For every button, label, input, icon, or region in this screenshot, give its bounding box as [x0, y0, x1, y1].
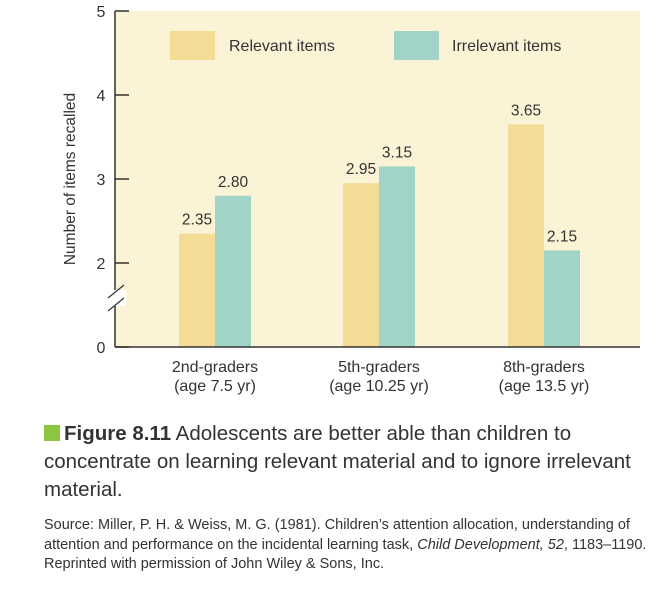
x-tick-label: 8th-graders	[503, 359, 585, 376]
x-tick-label: (age 10.25 yr)	[329, 378, 429, 395]
caption-square-icon	[44, 425, 60, 441]
bars-group: 2.35 2.95 3.65 2.80 3.15 2.15	[179, 102, 580, 348]
y-tick-label: 4	[97, 88, 106, 105]
source-journal: Child Development, 52	[417, 536, 564, 553]
x-tick-label: 5th-graders	[338, 359, 420, 376]
bar-relevant	[508, 124, 544, 348]
y-tick-label: 5	[97, 4, 106, 21]
legend-label-relevant: Relevant items	[229, 38, 335, 55]
bar-irrelevant	[379, 166, 415, 347]
source-note: Source: Miller, P. H. & Weiss, M. G. (19…	[44, 516, 659, 575]
axis-break-icon	[104, 284, 126, 312]
data-label: 3.65	[511, 102, 541, 119]
figure-caption: Figure 8.11 Adolescents are better able …	[44, 420, 644, 504]
y-ticks-group: 0 2 3 4 5	[97, 4, 129, 357]
data-label: 2.80	[218, 174, 249, 191]
legend-swatch-irrelevant	[394, 31, 439, 60]
bar-irrelevant	[215, 195, 251, 347]
x-tick-label: 2nd-graders	[172, 359, 258, 376]
source-text-end: , 1183–1190. Reprinted with permission o…	[44, 536, 647, 573]
legend-label-irrelevant: Irrelevant items	[452, 38, 561, 55]
caption-text: Adolescents are better able than childre…	[44, 422, 631, 501]
x-labels-group: 2nd-graders (age 7.5 yr) 5th-graders (age 1…	[172, 359, 590, 395]
y-tick-label: 0	[97, 340, 106, 357]
data-label: 3.15	[382, 144, 412, 161]
y-tick-label: 2	[97, 256, 106, 273]
bar-relevant	[179, 233, 215, 347]
x-tick-label: (age 7.5 yr)	[174, 378, 256, 395]
bar-irrelevant	[544, 250, 580, 347]
y-axis-label: Number of items recalled	[62, 93, 79, 265]
y-tick-label: 3	[97, 172, 106, 189]
bar-relevant	[343, 183, 379, 347]
data-label: 2.95	[346, 161, 376, 178]
source-text: Source: Miller, P. H. & Weiss, M. G. (19…	[44, 517, 630, 553]
x-tick-label: (age 13.5 yr)	[499, 378, 590, 395]
figure-label: Figure 8.11	[64, 422, 172, 445]
legend: Relevant items Irrelevant items	[170, 31, 561, 60]
legend-swatch-relevant	[170, 31, 215, 60]
bar-chart: 2.35 2.95 3.65 2.80 3.15 2.15 0 2 3 4 5 Number of…	[62, 4, 640, 395]
data-label: 2.15	[547, 228, 577, 245]
data-label: 2.35	[182, 212, 212, 229]
